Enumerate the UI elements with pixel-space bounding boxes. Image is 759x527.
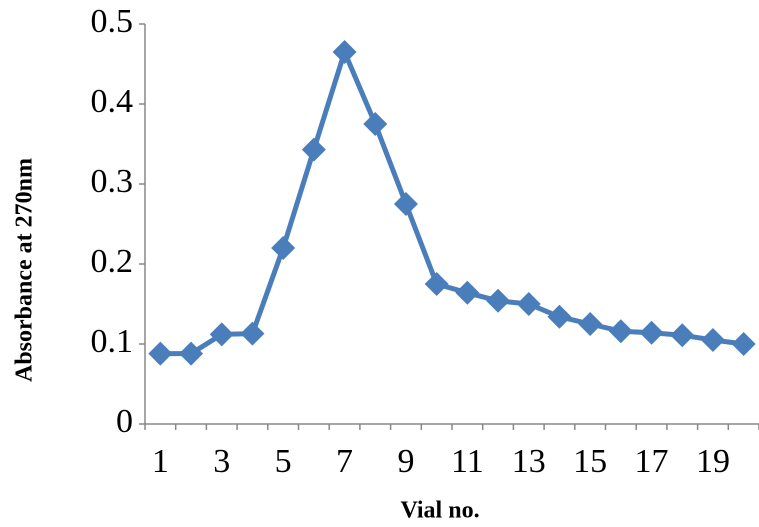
data-point <box>301 137 326 162</box>
x-tick-label: 17 <box>635 443 669 480</box>
data-point <box>424 272 449 296</box>
x-tick-label: 5 <box>275 443 292 480</box>
data-point <box>608 319 633 344</box>
data-point <box>731 332 756 356</box>
data-line <box>160 49 744 357</box>
x-tick-label: 7 <box>336 443 353 480</box>
data-point <box>179 341 204 366</box>
y-axis-title: Absorbance at 270nm <box>12 158 38 382</box>
y-tick-label: 0 <box>116 403 133 440</box>
x-tick-label: 11 <box>451 443 484 480</box>
y-tick-label: 0.4 <box>91 83 134 120</box>
x-tick-label: 9 <box>397 443 414 480</box>
data-point <box>639 320 664 345</box>
data-point <box>240 321 265 346</box>
data-point <box>486 288 511 313</box>
x-tick-label: 3 <box>213 443 230 480</box>
data-point <box>363 112 388 136</box>
y-tick-label: 0.5 <box>91 3 134 40</box>
x-tick-label: 15 <box>573 443 607 480</box>
data-point <box>209 322 234 347</box>
data-point <box>332 40 357 64</box>
y-tick-label: 0.1 <box>91 323 134 360</box>
data-point <box>455 280 480 305</box>
data-point <box>148 341 173 366</box>
y-tick-label: 0.3 <box>91 163 134 200</box>
data-point <box>670 323 695 348</box>
y-tick-label: 0.2 <box>91 243 134 280</box>
data-point <box>578 312 603 336</box>
x-tick-label: 1 <box>152 443 169 480</box>
data-point <box>516 292 541 316</box>
data-point <box>700 328 725 352</box>
data-point <box>547 304 572 329</box>
data-point <box>271 236 296 260</box>
x-axis-title: Vial no. <box>400 498 479 524</box>
data-point <box>393 192 418 216</box>
x-tick-label: 19 <box>696 443 730 480</box>
x-tick-label: 13 <box>512 443 546 480</box>
